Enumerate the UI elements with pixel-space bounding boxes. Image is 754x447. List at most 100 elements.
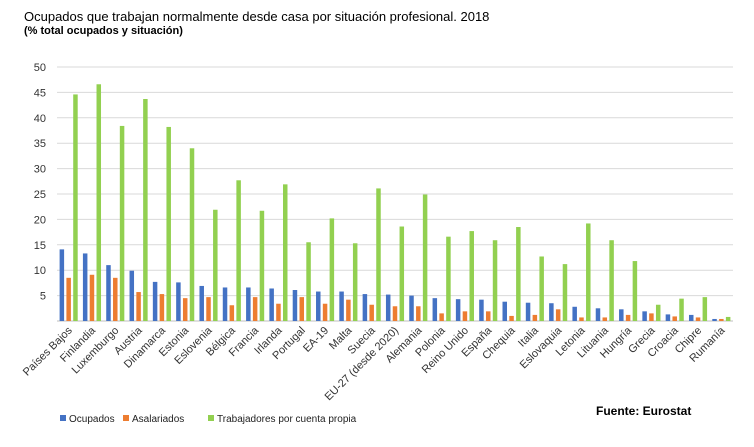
y-tick-label: 45 <box>34 87 46 99</box>
legend-swatch <box>60 415 66 421</box>
bar-ocupados <box>59 249 65 321</box>
bar-trabajadores-por-cuenta-propia <box>236 180 241 321</box>
bar-ocupados <box>222 287 228 321</box>
legend-swatch <box>208 415 214 421</box>
bar-ocupados <box>246 287 251 321</box>
bar-asalariados <box>602 317 608 321</box>
bar-asalariados <box>532 314 538 321</box>
source-note: Fuente: Eurostat <box>596 404 692 418</box>
bar-asalariados <box>206 297 211 321</box>
bar-trabajadores-por-cuenta-propia <box>446 236 451 321</box>
bar-asalariados <box>276 303 281 321</box>
bar-trabajadores-por-cuenta-propia <box>259 210 265 321</box>
bar-trabajadores-por-cuenta-propia <box>143 99 148 321</box>
bar-asalariados <box>392 306 398 321</box>
bar-asalariados <box>579 317 584 321</box>
bar-asalariados <box>509 315 514 321</box>
bar-ocupados <box>269 288 274 321</box>
bar-ocupados <box>549 303 554 321</box>
bar-trabajadores-por-cuenta-propia <box>725 316 731 321</box>
bar-ocupados <box>152 281 158 321</box>
bar-ocupados <box>665 314 671 321</box>
bar-ocupados <box>106 265 111 321</box>
bar-trabajadores-por-cuenta-propia <box>469 231 474 321</box>
bar-ocupados <box>199 285 204 321</box>
bar-ocupados <box>642 311 647 321</box>
bar-trabajadores-por-cuenta-propia <box>189 148 195 321</box>
legend-swatch <box>123 415 129 421</box>
bar-trabajadores-por-cuenta-propia <box>609 240 614 321</box>
bar-ocupados <box>292 290 298 321</box>
bar-ocupados <box>432 298 438 321</box>
legend-label: Asalariados <box>132 414 184 425</box>
bar-trabajadores-por-cuenta-propia <box>306 242 311 321</box>
bar-ocupados <box>455 299 461 321</box>
bar-asalariados <box>485 311 491 321</box>
bar-asalariados <box>136 292 141 321</box>
bar-ocupados <box>129 270 135 321</box>
y-tick-label: 35 <box>34 138 46 150</box>
bar-asalariados <box>159 294 165 321</box>
bar-asalariados <box>346 299 351 321</box>
bar-ocupados <box>502 301 508 321</box>
bar-asalariados <box>672 316 677 321</box>
bar-asalariados <box>695 317 701 321</box>
chart-subtitle: (% total ocupados y situación) <box>24 25 183 37</box>
bar-asalariados <box>113 277 118 321</box>
bar-trabajadores-por-cuenta-propia <box>632 261 638 321</box>
bar-asalariados <box>369 304 374 321</box>
y-tick-label: 40 <box>34 113 46 125</box>
chart-title: Ocupados que trabajan normalmente desde … <box>24 9 490 24</box>
bar-asalariados <box>555 309 561 321</box>
y-tick-label: 5 <box>40 291 46 303</box>
y-tick-label: 30 <box>34 164 46 176</box>
bar-ocupados <box>385 294 391 321</box>
bar-trabajadores-por-cuenta-propia <box>282 184 288 321</box>
bar-trabajadores-por-cuenta-propia <box>586 223 591 321</box>
bar-ocupados <box>619 309 624 321</box>
bar-trabajadores-por-cuenta-propia <box>422 194 428 321</box>
x-tick-label: EA-19 <box>301 325 331 355</box>
bar-trabajadores-por-cuenta-propia <box>352 243 358 321</box>
bar-trabajadores-por-cuenta-propia <box>679 298 684 321</box>
bar-ocupados <box>82 253 88 321</box>
bar-asalariados <box>649 313 654 321</box>
bar-trabajadores-por-cuenta-propia <box>119 125 125 321</box>
bar-trabajadores-por-cuenta-propia <box>96 84 102 321</box>
bar-ocupados <box>409 295 414 321</box>
bar-asalariados <box>89 274 95 321</box>
bar-asalariados <box>462 311 468 321</box>
bar-asalariados <box>719 318 724 321</box>
bar-asalariados <box>625 314 631 321</box>
bar-trabajadores-por-cuenta-propia <box>562 264 568 321</box>
bar-trabajadores-por-cuenta-propia <box>516 227 521 321</box>
y-tick-label: 25 <box>34 189 46 201</box>
bar-trabajadores-por-cuenta-propia <box>166 126 171 321</box>
bar-asalariados <box>416 306 421 321</box>
bar-ocupados <box>176 282 181 321</box>
bar-trabajadores-por-cuenta-propia <box>492 240 498 321</box>
legend-label: Ocupados <box>69 414 115 425</box>
bar-trabajadores-por-cuenta-propia <box>329 218 335 321</box>
y-tick-label: 50 <box>34 62 46 74</box>
bar-asalariados <box>252 297 258 321</box>
bar-trabajadores-por-cuenta-propia <box>655 304 661 321</box>
bar-asalariados <box>66 277 71 321</box>
bar-ocupados <box>688 314 694 321</box>
bar-asalariados <box>182 298 188 321</box>
y-tick-label: 15 <box>34 240 46 252</box>
y-tick-label: 20 <box>34 214 46 226</box>
bar-ocupados <box>479 299 484 321</box>
bar-ocupados <box>595 308 601 321</box>
bar-trabajadores-por-cuenta-propia <box>213 209 218 321</box>
bar-asalariados <box>299 297 305 321</box>
bar-ocupados <box>362 294 368 321</box>
legend-label: Trabajadores por cuenta propia <box>217 414 357 425</box>
bar-ocupados <box>316 291 321 321</box>
y-tick-label: 10 <box>34 265 46 277</box>
bar-ocupados <box>712 318 717 321</box>
bar-trabajadores-por-cuenta-propia <box>376 188 381 321</box>
bar-asalariados <box>229 305 235 321</box>
bar-ocupados <box>339 291 344 321</box>
